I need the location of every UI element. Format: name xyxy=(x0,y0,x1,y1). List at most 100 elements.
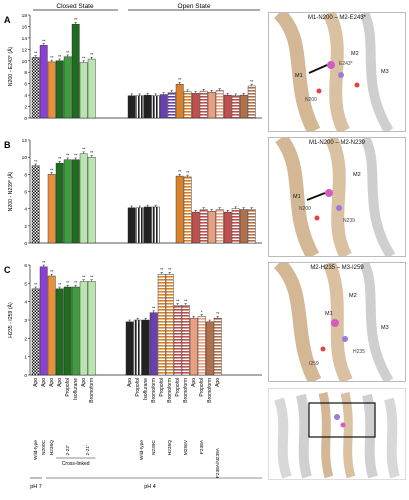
bar xyxy=(79,153,88,244)
panel-letter: C xyxy=(4,265,11,275)
condition-label: Propofol xyxy=(199,378,205,397)
chart-panel-a: A 0 2 4 6 8 10 12 14 16 18 N200 - E243* (Å) ** ** ** **… xyxy=(4,13,262,122)
significance-marker: ** xyxy=(250,79,254,84)
header: Closed State Open State xyxy=(33,3,260,11)
bar xyxy=(223,94,232,119)
open-state-label: Open State xyxy=(178,3,211,10)
significance-marker: ** xyxy=(42,38,46,43)
bar xyxy=(223,211,232,244)
bar xyxy=(165,273,174,376)
significance-marker: ** xyxy=(66,153,70,158)
y-tick-label: 0 xyxy=(24,241,27,247)
bar xyxy=(71,159,80,244)
significance-marker: ** xyxy=(74,17,78,22)
helix-label-m2: M2 xyxy=(349,293,357,299)
y-tick-label: 3 xyxy=(24,318,27,324)
bar xyxy=(39,45,48,119)
bar xyxy=(87,156,96,244)
pentamer-illustration xyxy=(274,392,400,479)
bar xyxy=(47,174,56,244)
condition-label: Bromoform xyxy=(167,378,173,403)
construct-label: F238A/N239A xyxy=(215,447,221,478)
significance-marker: ** xyxy=(186,170,190,175)
residue-label-n200: N200 xyxy=(305,97,317,103)
bar xyxy=(87,281,96,376)
bar xyxy=(71,286,80,376)
chart-panel-b: B 0 2 4 6 8 10 12 N200 - N239* (Å) ** ** ** ** ** ** **… xyxy=(4,138,262,247)
structure-image-a: M1-N200 – M2-E243* M1 M2 M3 N200 E243* xyxy=(268,12,406,132)
bar xyxy=(175,84,184,119)
significance-marker: ** xyxy=(168,267,172,272)
significance-marker: ** xyxy=(82,147,86,152)
y-tick-label: 6 xyxy=(24,82,27,88)
bar xyxy=(247,209,256,244)
bar xyxy=(191,93,200,119)
y-tick-label: 2 xyxy=(24,224,27,230)
helix-label-m3: M3 xyxy=(381,69,389,75)
bar xyxy=(197,316,206,376)
ph7-label: pH 7 xyxy=(30,484,42,490)
significance-marker: ** xyxy=(90,52,94,57)
bar xyxy=(167,92,176,119)
y-tick-label: 18 xyxy=(22,13,28,19)
bar xyxy=(31,165,40,244)
construct-label: Wild-type xyxy=(33,440,39,460)
bar xyxy=(159,94,168,119)
panel-letter: A xyxy=(4,15,11,25)
bar xyxy=(87,58,96,119)
significance-marker: ** xyxy=(178,169,182,174)
construct-label: 2-22' xyxy=(65,445,71,456)
condition-label: Apo xyxy=(41,378,47,387)
bar xyxy=(133,319,142,376)
bar xyxy=(151,206,160,244)
helix-illustration xyxy=(275,138,396,256)
bar xyxy=(205,321,214,376)
bar xyxy=(151,95,160,119)
bar xyxy=(135,95,144,119)
condition-label: Bromoform xyxy=(207,378,213,403)
condition-label: Apo xyxy=(57,378,63,387)
helix-label-m1: M1 xyxy=(293,194,301,200)
closed-state-label: Closed State xyxy=(56,3,94,10)
bar xyxy=(63,286,72,376)
bar xyxy=(231,95,240,119)
bar xyxy=(231,208,240,244)
y-tick-label: 14 xyxy=(22,36,28,42)
condition-label: Bromoform xyxy=(183,378,189,403)
helix-label-m1: M1 xyxy=(325,311,333,317)
significance-marker: ** xyxy=(50,55,54,60)
structure-overview xyxy=(268,388,406,480)
bar xyxy=(181,305,190,376)
condition-label: Propofol xyxy=(65,378,71,397)
significance-marker: ** xyxy=(82,55,86,60)
significance-marker: ** xyxy=(216,311,220,316)
bar xyxy=(173,305,182,376)
bar xyxy=(47,275,56,376)
significance-marker: ** xyxy=(50,269,54,274)
structure-image-c: M2-H235 – M3-I259 M2 M1 M3 H235 I259 xyxy=(268,262,406,382)
bar xyxy=(247,85,256,119)
bar xyxy=(31,57,40,119)
y-tick-label: 2 xyxy=(24,105,27,111)
bar xyxy=(63,159,72,244)
y-tick-label: 12 xyxy=(22,47,28,53)
y-tick-label: 0 xyxy=(24,373,27,379)
construct-label: 2-21' xyxy=(85,445,91,456)
bar xyxy=(55,60,64,119)
bar xyxy=(79,62,88,119)
bar xyxy=(191,211,200,244)
bar xyxy=(79,281,88,376)
y-axis-label: N200 - N239* (Å) xyxy=(7,171,14,211)
significance-marker: ** xyxy=(34,282,38,287)
residue-label-i259: I259 xyxy=(309,361,319,367)
helix-label-m1: M1 xyxy=(295,73,303,79)
structure-title-a: M1-N200 – M2-E243* xyxy=(307,15,367,21)
y-tick-label: 2 xyxy=(24,336,27,342)
significance-marker: ** xyxy=(42,260,46,265)
significance-marker: ** xyxy=(184,298,188,303)
y-tick-label: 6 xyxy=(24,190,27,196)
condition-label: Apo xyxy=(215,378,221,387)
y-tick-label: 1 xyxy=(24,355,27,361)
bar xyxy=(31,288,40,376)
